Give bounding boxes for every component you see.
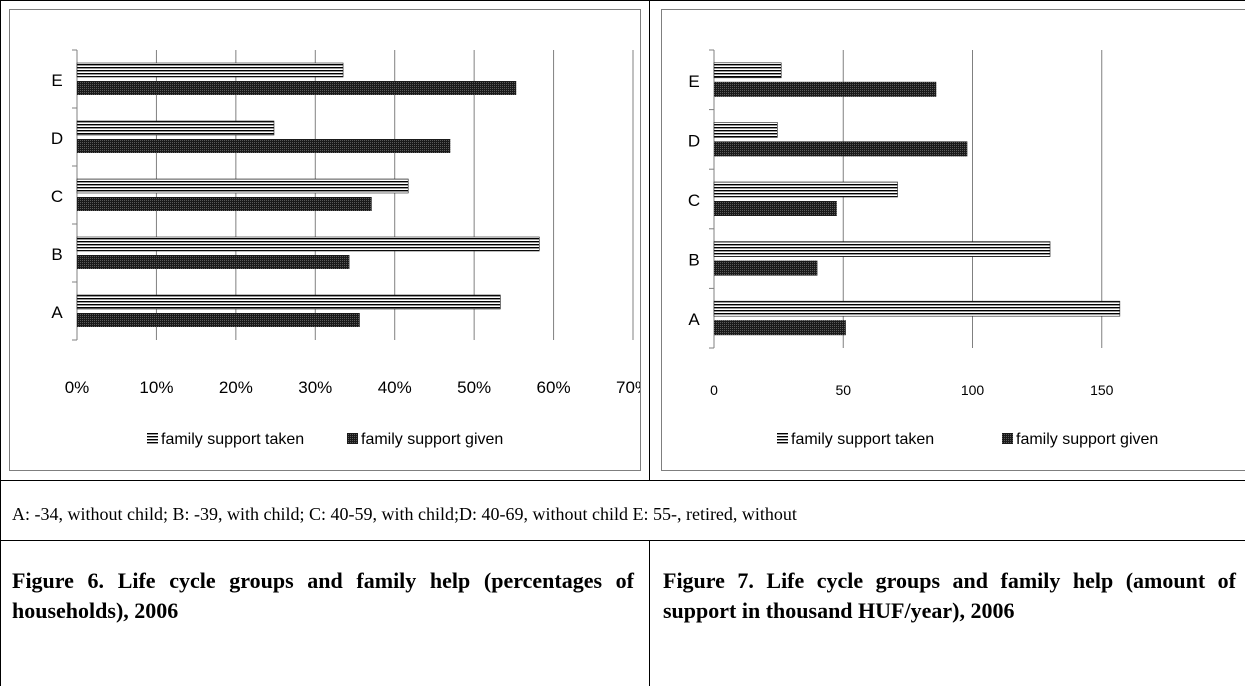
legend-swatch-given xyxy=(347,433,358,444)
category-label-B: B xyxy=(688,251,699,270)
bar-taken-D xyxy=(713,122,778,138)
category-label-A: A xyxy=(688,310,700,329)
legend-label-given: family support given xyxy=(361,431,503,448)
bar-taken-C xyxy=(713,181,898,198)
x-tick-label: 50% xyxy=(457,378,491,397)
bar-given-E xyxy=(77,81,517,95)
bar-given-B xyxy=(77,255,350,269)
frame-top-line xyxy=(0,0,1245,1)
legend-swatch-taken xyxy=(777,433,788,444)
category-label-C: C xyxy=(51,187,63,206)
x-tick-label: 0% xyxy=(65,378,90,397)
chart-1: A B C D E 0% 10% 20% 30% 40% 50% 60% 70% family suppo… xyxy=(51,49,650,448)
category-label-B: B xyxy=(51,245,62,264)
x-tick-label: 30% xyxy=(298,378,332,397)
x-tick-label: 40% xyxy=(378,378,412,397)
category-label-E: E xyxy=(688,72,699,91)
category-label-C: C xyxy=(688,191,700,210)
x-tick-label: 150 xyxy=(1090,382,1114,398)
bar-taken-D xyxy=(76,120,275,136)
bar-taken-A xyxy=(713,300,1121,317)
x-tick-label: 0 xyxy=(710,382,718,398)
figure-7-title: Figure 7. Life cycle groups and family h… xyxy=(663,568,1236,623)
x-tick-label: 60% xyxy=(537,378,571,397)
legend-swatch-given xyxy=(1002,433,1013,444)
legend-label-taken: family support taken xyxy=(161,431,304,448)
bar-given-D xyxy=(77,139,451,153)
bar-taken-C xyxy=(76,178,409,194)
chart-2: A B C D E 0 50 100 150 family support taken family… xyxy=(688,49,1158,448)
legend-label-taken: family support taken xyxy=(791,431,934,448)
x-tick-label: 50 xyxy=(835,382,851,398)
frame-row-line-2 xyxy=(0,540,1245,541)
bar-given-C xyxy=(77,197,372,211)
bar-taken-A xyxy=(76,294,501,310)
bar-taken-E xyxy=(76,62,344,78)
bar-given-E xyxy=(714,81,937,97)
bar-given-B xyxy=(714,260,818,276)
frame-left-line xyxy=(0,0,1,686)
x-tick-label: 100 xyxy=(961,382,985,398)
category-label-E: E xyxy=(51,71,62,90)
bar-given-A xyxy=(714,320,846,336)
frame-middle-line xyxy=(649,0,650,480)
x-tick-label: 20% xyxy=(219,378,253,397)
legend-swatch-taken xyxy=(147,433,158,444)
frame-middle-line-lower xyxy=(649,540,650,686)
x-tick-label: 10% xyxy=(139,378,173,397)
bar-given-C xyxy=(714,201,837,216)
bar-taken-E xyxy=(713,62,782,79)
bar-taken-B xyxy=(713,241,1051,257)
category-label-A: A xyxy=(51,303,63,322)
x-tick-label: 70% xyxy=(616,378,640,397)
chart-2-box: A B C D E 0 50 100 150 family support taken family… xyxy=(661,9,1245,471)
category-label-D: D xyxy=(688,131,700,150)
bar-given-D xyxy=(714,141,968,157)
chart-1-box: A B C D E 0% 10% 20% 30% 40% 50% 60% 70% family suppo… xyxy=(9,9,650,471)
category-label-D: D xyxy=(51,129,63,148)
bar-given-A xyxy=(77,313,360,327)
bar-taken-B xyxy=(76,236,540,252)
legend-label-given: family support given xyxy=(1016,431,1158,448)
group-legend-note: A: -34, without child; B: -39, with chil… xyxy=(12,504,797,524)
frame-row-line-1 xyxy=(0,480,1245,481)
figure-6-title: Figure 6. Life cycle groups and family h… xyxy=(12,568,634,623)
